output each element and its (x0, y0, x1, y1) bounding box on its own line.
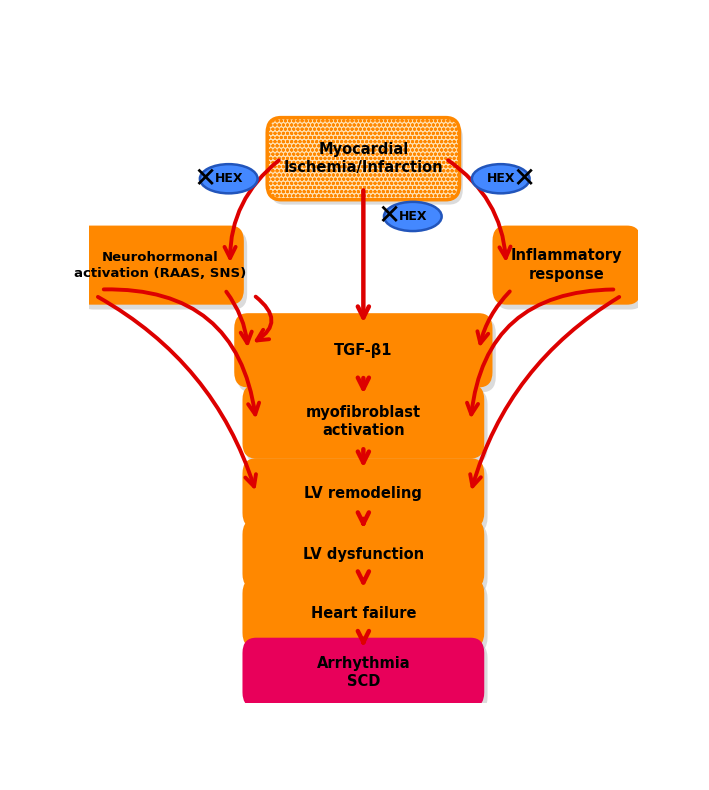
Text: HEX: HEX (215, 172, 243, 185)
Text: Inflammatory
response: Inflammatory response (511, 248, 623, 282)
Ellipse shape (200, 164, 257, 194)
FancyBboxPatch shape (246, 583, 488, 653)
FancyBboxPatch shape (246, 389, 488, 464)
FancyBboxPatch shape (238, 318, 496, 393)
FancyBboxPatch shape (77, 226, 244, 305)
FancyBboxPatch shape (234, 313, 493, 387)
FancyBboxPatch shape (79, 231, 247, 310)
FancyBboxPatch shape (242, 578, 484, 648)
Text: HEX: HEX (486, 172, 515, 185)
FancyBboxPatch shape (242, 385, 484, 458)
FancyBboxPatch shape (496, 231, 644, 310)
Text: myofibroblast
activation: myofibroblast activation (306, 404, 421, 438)
FancyBboxPatch shape (242, 638, 484, 708)
Text: TGF-β1: TGF-β1 (334, 343, 393, 358)
Text: LV remodeling: LV remodeling (304, 486, 423, 501)
Text: HEX: HEX (398, 210, 427, 223)
Text: Myocardial
Ischemia/Infarction: Myocardial Ischemia/Infarction (284, 142, 443, 175)
FancyBboxPatch shape (246, 642, 488, 713)
FancyBboxPatch shape (271, 122, 463, 205)
Text: Heart failure: Heart failure (311, 606, 416, 621)
Text: ✕: ✕ (194, 165, 217, 193)
Text: Arrhythmia
SCD: Arrhythmia SCD (316, 656, 411, 690)
FancyBboxPatch shape (242, 519, 484, 589)
FancyBboxPatch shape (246, 463, 488, 533)
FancyBboxPatch shape (242, 458, 484, 529)
Ellipse shape (472, 164, 530, 194)
FancyBboxPatch shape (493, 226, 641, 305)
Text: LV dysfunction: LV dysfunction (303, 547, 424, 562)
Ellipse shape (384, 202, 442, 231)
Text: Neurohormonal
activation (RAAS, SNS): Neurohormonal activation (RAAS, SNS) (74, 250, 246, 280)
FancyBboxPatch shape (246, 524, 488, 594)
Text: ✕: ✕ (378, 202, 401, 231)
Text: ✕: ✕ (513, 165, 536, 193)
FancyBboxPatch shape (267, 118, 459, 200)
